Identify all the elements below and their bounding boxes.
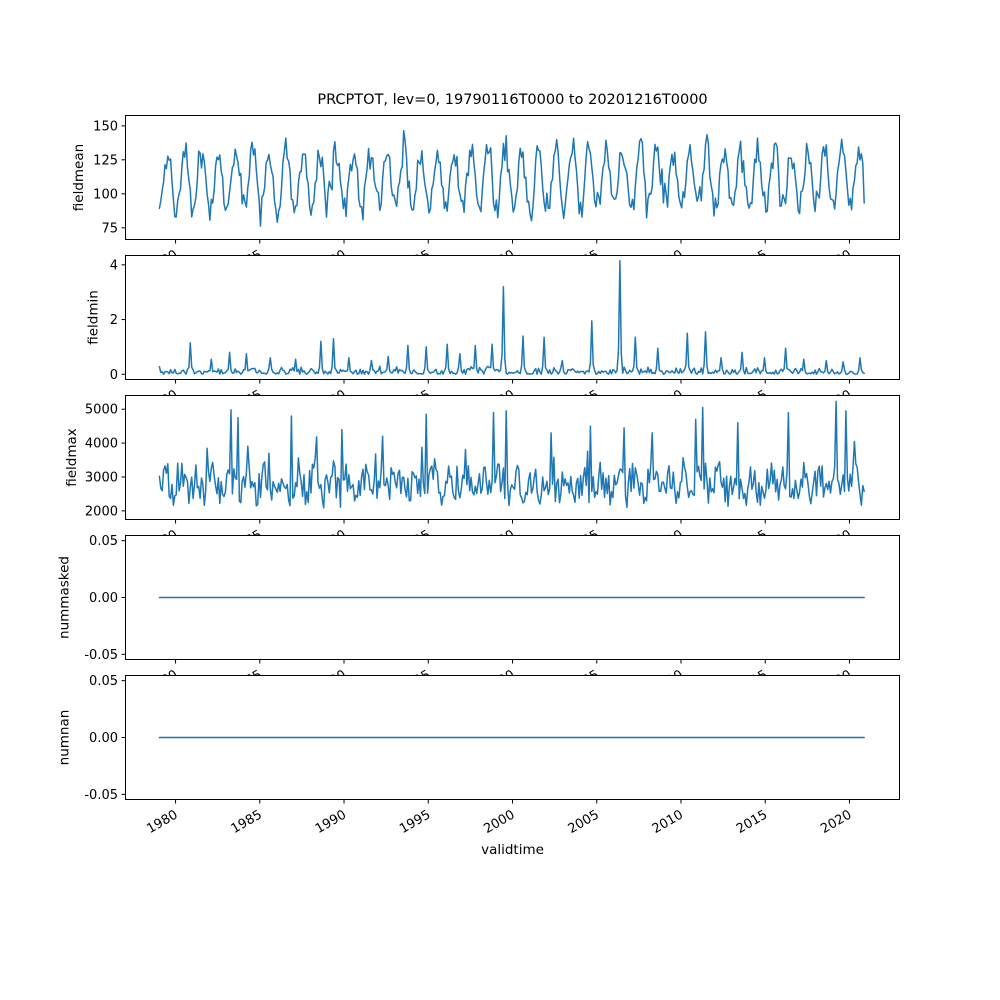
y-tick-label: 5000 <box>85 403 118 418</box>
y-axis-label-fieldmin: fieldmin <box>86 290 102 345</box>
y-tick-label: -0.05 <box>84 648 118 663</box>
y-tick-label: 0.05 <box>89 534 118 549</box>
axes-background <box>125 255 900 380</box>
x-tick-label: 2010 <box>650 807 686 837</box>
subplot-fieldmean: 7510012515019801985199019952000200520102… <box>0 115 1000 288</box>
y-tick-label: 100 <box>93 187 118 202</box>
subplot-numnan: -0.05 0.00 0.05 1980 1985 1990 1995 2000 2005 201… <box>0 674 1000 848</box>
x-tick-label: 1990 <box>313 807 349 837</box>
y-tick-label: -0.05 <box>84 788 118 803</box>
y-tick-label: 0.00 <box>89 591 118 606</box>
chart-title: PRCPTOT, lev=0, 19790116T0000 to 2020121… <box>317 92 708 108</box>
x-tick-label: 2000 <box>481 807 517 837</box>
y-tick-label: 4000 <box>85 437 118 452</box>
y-tick-label: 2000 <box>85 504 118 519</box>
y-tick-label: 2 <box>110 313 118 328</box>
x-tick-label: 1980 <box>144 807 180 837</box>
y-tick-label: 0.00 <box>89 731 118 746</box>
axes-frame <box>125 255 900 380</box>
axes-frame <box>125 535 900 660</box>
fieldmax-line <box>158 400 865 509</box>
y-tick-label: 0.05 <box>89 674 118 689</box>
x-axis-label: validtime <box>481 842 544 858</box>
fieldmin-line <box>158 259 865 375</box>
x-tick-label: 2015 <box>734 807 770 837</box>
x-tick-label: 2005 <box>566 807 602 837</box>
y-axis-label-fieldmean: fieldmean <box>71 144 87 211</box>
y-tick-label: 75 <box>101 221 118 236</box>
y-tick-label: 150 <box>93 119 118 134</box>
axes-background <box>125 395 900 520</box>
fieldmean-line <box>158 129 865 227</box>
axes-frame <box>125 395 900 520</box>
y-tick-label: 4 <box>110 258 118 273</box>
y-axis-label-numnan: numnan <box>57 710 73 766</box>
axes-frame <box>125 115 900 240</box>
axes-background <box>125 115 900 240</box>
x-tick-label: 1985 <box>229 807 265 837</box>
x-tick-label: 1995 <box>397 807 433 837</box>
axes-frame <box>125 675 900 800</box>
y-axis-label-fieldmax: fieldmax <box>64 428 80 487</box>
x-tick-label: 2020 <box>818 807 854 837</box>
y-tick-label: 3000 <box>85 470 118 485</box>
y-tick-label: 0 <box>110 368 118 383</box>
y-tick-label: 125 <box>93 153 118 168</box>
y-axis-label-nummasked: nummasked <box>57 556 73 639</box>
